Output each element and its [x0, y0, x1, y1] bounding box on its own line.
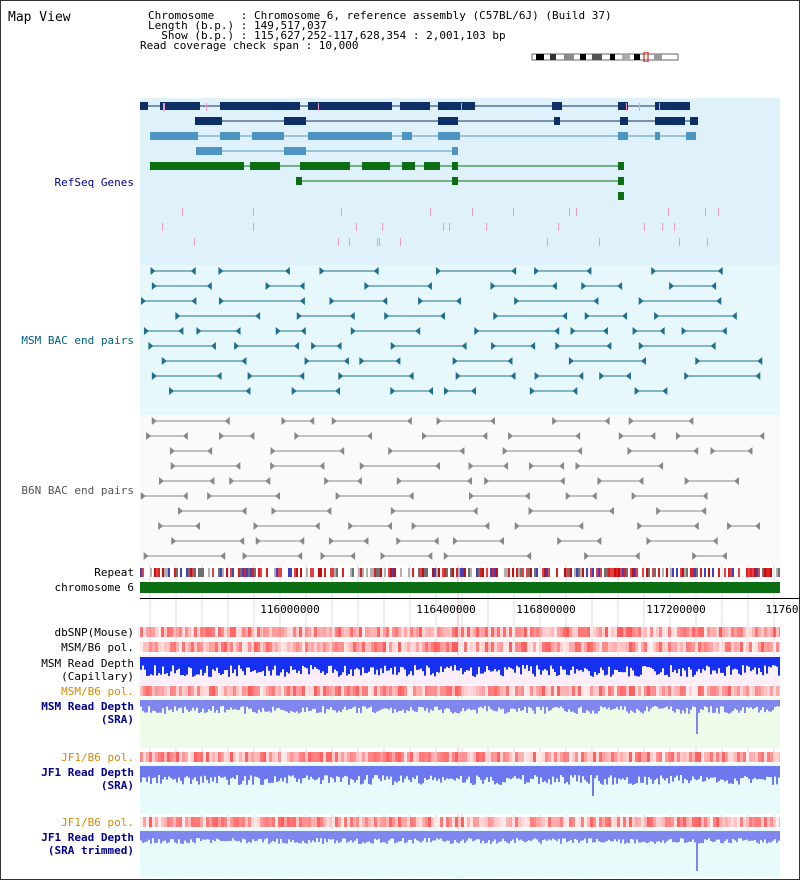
show-range-info: Show (b.p.) : 115,627,252-117,628,354 : … [148, 29, 506, 42]
jf1-depth-trim-line2: (SRA trimmed) [47, 844, 134, 857]
refseq-genes-label: RefSeq Genes [54, 176, 134, 189]
axis-tick: 116400000 [416, 603, 476, 616]
msm-depth-sra-label: MSM Read Depth (SRA) [41, 700, 134, 726]
length-info: Length (b.p.) : 149,517,037 [148, 19, 327, 32]
msm-depth-capillary-line1: MSM Read Depth [41, 657, 134, 670]
b6n-bac-label: B6N BAC end pairs [21, 484, 134, 497]
axis-tick: 11760 [765, 603, 799, 616]
chromosome-ideogram[interactable] [530, 52, 680, 62]
page-title: Map View [8, 10, 71, 25]
jf1-depth-trim-line1: JF1 Read Depth [41, 831, 134, 844]
msm-depth-sra-line1: MSM Read Depth [41, 700, 134, 713]
jf1-depth-sra-line1: JF1 Read Depth [41, 766, 134, 779]
jf1-b6-pol-track[interactable] [140, 752, 780, 762]
msm-depth-capillary-label: MSM Read Depth (Capillary) [41, 657, 134, 683]
axis-tick: 116000000 [260, 603, 320, 616]
jf1-depth-trim-label: JF1 Read Depth (SRA trimmed) [41, 831, 134, 857]
jf1-b6-pol-label: JF1/B6 pol. [61, 751, 134, 764]
jf1-depth-sra-track[interactable] [140, 764, 780, 814]
dbsnp-track[interactable] [140, 627, 780, 637]
b6n-bac-track[interactable] [140, 415, 780, 565]
msm-depth-capillary-line2: (Capillary) [61, 670, 134, 683]
msm-depth-sra-track[interactable] [140, 698, 780, 748]
msm-bac-track[interactable] [140, 265, 780, 415]
chromosome-info: Chromosome : Chromosome 6, reference ass… [148, 9, 612, 22]
jf1-depth-trim-track[interactable] [140, 829, 780, 877]
jf1-depth-sra-label: JF1 Read Depth (SRA) [41, 766, 134, 792]
msm-bac-label: MSM BAC end pairs [21, 334, 134, 347]
axis-tick: 117200000 [646, 603, 706, 616]
repeat-track[interactable] [140, 567, 780, 578]
axis-tick: 116800000 [516, 603, 576, 616]
msm-b6-pol-label: MSM/B6 pol. [61, 641, 134, 654]
jf1-b6-pol2-label: JF1/B6 pol. [61, 816, 134, 829]
dbsnp-label: dbSNP(Mouse) [54, 626, 134, 639]
position-axis: 116000000 116400000 116800000 117200000 … [140, 598, 800, 620]
jf1-depth-sra-line2: (SRA) [100, 779, 134, 792]
chromosome-label: chromosome 6 [54, 581, 134, 594]
msm-b6-pol-track[interactable] [140, 642, 780, 652]
chromosome-bar [140, 582, 780, 593]
refseq-genes-track[interactable] [140, 98, 780, 265]
jf1-b6-pol2-track[interactable] [140, 817, 780, 827]
msm-b6-pol2-label: MSM/B6 pol. [61, 685, 134, 698]
header-info: Chromosome : Chromosome 6, reference ass… [140, 9, 612, 51]
repeat-label: Repeat [94, 566, 134, 579]
msm-depth-capillary-track[interactable] [140, 655, 780, 685]
coverage-span-info: Read coverage check span : 10,000 [140, 39, 359, 52]
msm-b6-pol2-track[interactable] [140, 686, 780, 696]
msm-depth-sra-line2: (SRA) [100, 713, 134, 726]
